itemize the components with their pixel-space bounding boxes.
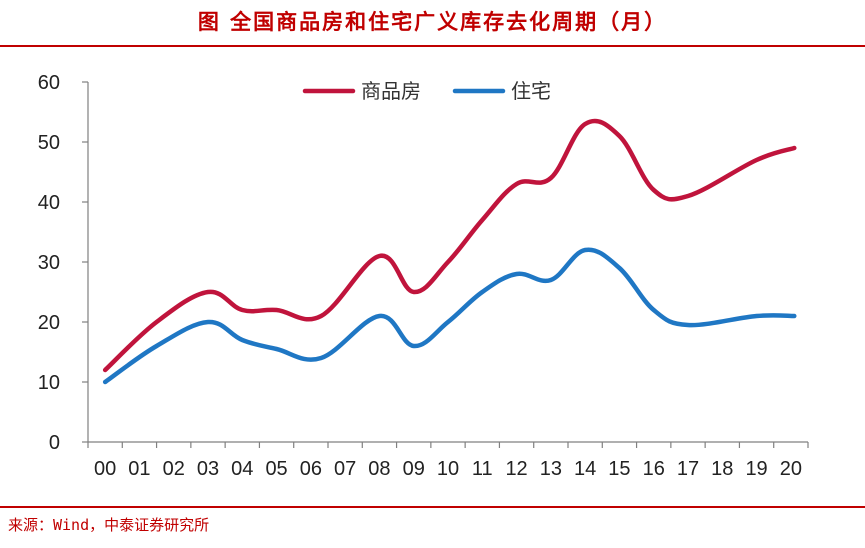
x-tick-label: 04 (231, 458, 253, 480)
chart-legend: 商品房 住宅 (302, 79, 551, 103)
y-tick-label: 10 (38, 372, 60, 394)
x-tick-label: 15 (608, 458, 630, 480)
y-tick-label: 20 (38, 312, 60, 334)
x-tick-label: 00 (94, 458, 116, 480)
x-tick-label: 14 (574, 458, 596, 480)
title-rule (0, 45, 865, 47)
series-line-residential (102, 247, 797, 385)
chart-axes: 0 10 20 30 40 50 60 00 01 02 03 04 05 06 07 08 09 10 11 12 1… (38, 72, 809, 480)
source-rule (0, 506, 865, 508)
y-tick-label: 50 (38, 132, 60, 154)
x-tick-label: 11 (472, 458, 493, 480)
x-tick-label: 10 (437, 458, 459, 480)
x-tick-label: 07 (334, 458, 356, 480)
y-tick-label: 60 (38, 72, 60, 94)
y-tick-label: 40 (38, 192, 60, 214)
x-tick-label: 03 (197, 458, 219, 480)
legend-label: 商品房 (361, 79, 421, 103)
y-tick-label: 0 (49, 432, 60, 454)
series-line-commercial-housing (102, 118, 797, 373)
source-note: 来源：Wind，中泰证券研究所 (8, 516, 210, 534)
x-tick-label: 05 (265, 458, 287, 480)
x-tick-label: 09 (403, 458, 425, 480)
y-tick-label: 30 (38, 252, 60, 274)
figure-title: 图 全国商品房和住宅广义库存去化周期（月） (197, 9, 668, 34)
x-tick-label: 18 (711, 458, 733, 480)
x-tick-label: 20 (780, 458, 802, 480)
x-tick-label: 06 (300, 458, 322, 480)
x-tick-label: 17 (677, 458, 699, 480)
x-tick-label: 19 (745, 458, 767, 480)
x-tick-label: 01 (128, 458, 150, 480)
x-tick-label: 13 (540, 458, 562, 480)
chart-series (102, 118, 797, 385)
x-tick-label: 16 (643, 458, 665, 480)
x-tick-label: 12 (505, 458, 527, 480)
legend-label: 住宅 (511, 79, 551, 103)
x-tick-label: 02 (163, 458, 185, 480)
x-tick-label: 08 (368, 458, 390, 480)
